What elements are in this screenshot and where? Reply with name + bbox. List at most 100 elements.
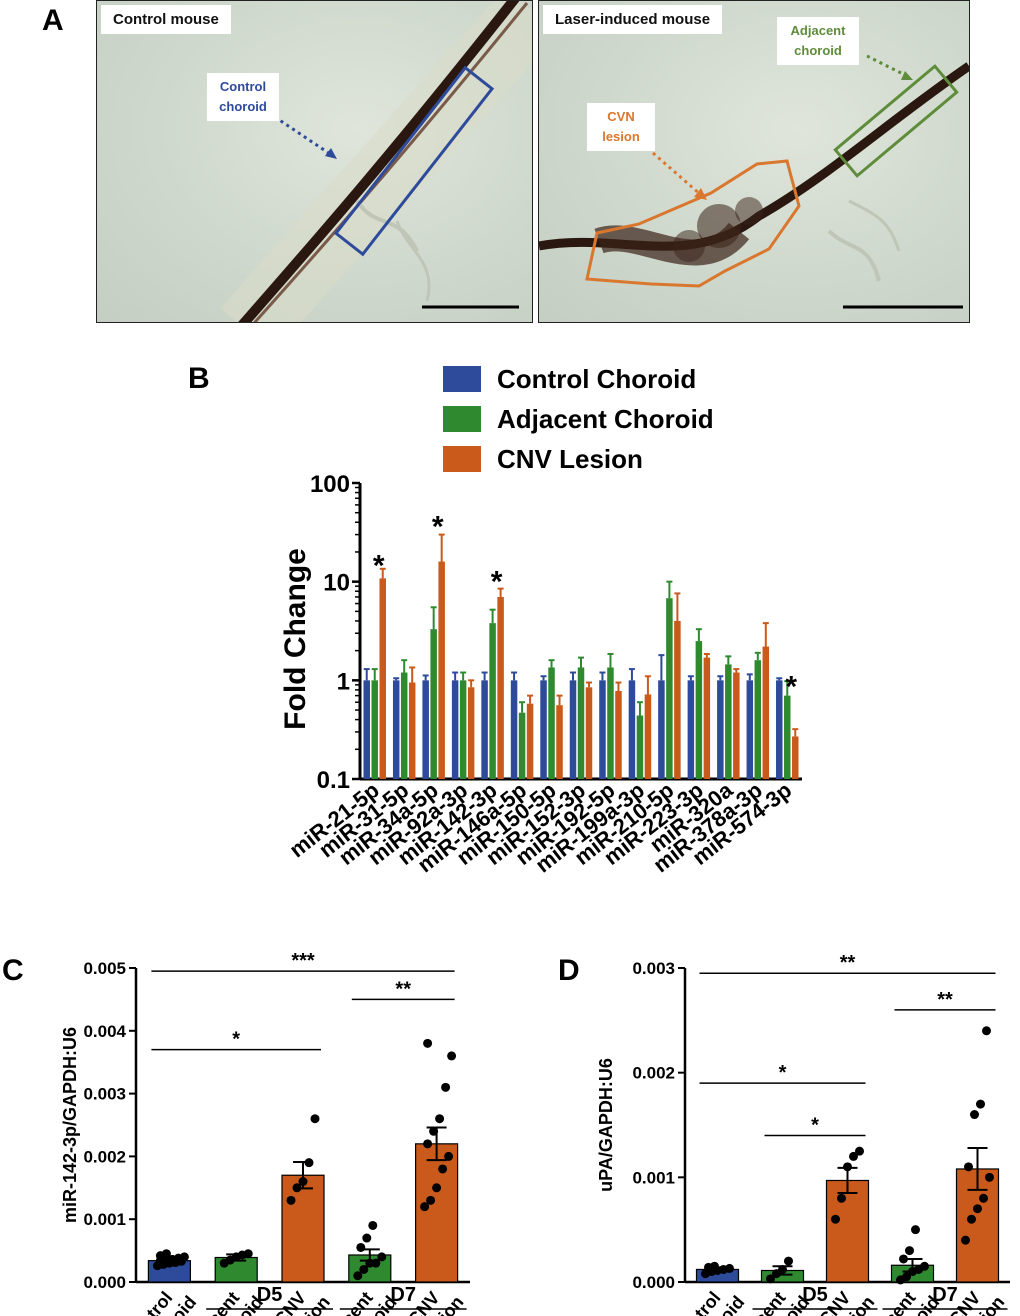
significance-star: * <box>779 1062 787 1084</box>
y-axis-title: uPA/GAPDH:U6 <box>596 1058 616 1192</box>
data-point <box>423 1038 433 1048</box>
data-point <box>982 1026 991 1036</box>
bar <box>379 578 386 779</box>
data-point <box>310 1114 320 1124</box>
data-point <box>979 1193 988 1203</box>
data-point <box>243 1249 253 1259</box>
data-point <box>298 1177 308 1187</box>
bar <box>784 695 791 779</box>
bar <box>792 736 799 779</box>
bar <box>607 667 614 779</box>
significance-star: * <box>232 1029 240 1051</box>
bar <box>636 715 644 779</box>
legend-swatch <box>443 406 481 432</box>
bar <box>281 1174 325 1283</box>
data-point <box>438 1164 448 1174</box>
laser-induced-micrograph: Laser-induced mouse Adjacent choroid CVN… <box>538 0 970 323</box>
bar <box>438 561 445 779</box>
y-tick-label: 0.004 <box>83 1022 126 1041</box>
data-point <box>420 1202 430 1212</box>
y-tick-label: 0.002 <box>632 1064 675 1083</box>
group-label: D5 <box>802 1284 828 1306</box>
laser-induced-label: Laser-induced mouse <box>543 5 723 34</box>
panel-letter-d: D <box>558 954 580 987</box>
data-point <box>967 1214 976 1224</box>
bar <box>415 1143 459 1283</box>
group-label: D7 <box>390 1284 416 1306</box>
adjacent-choroid-box <box>833 64 959 178</box>
y-tick-label: 0.001 <box>83 1210 126 1229</box>
bar <box>489 623 496 779</box>
data-point <box>304 1158 314 1168</box>
data-point <box>371 1258 381 1268</box>
data-point <box>976 1099 985 1109</box>
y-tick-label: 0.000 <box>83 1273 126 1292</box>
y-tick-label: 0.003 <box>83 1085 126 1104</box>
data-point <box>423 1139 433 1149</box>
control-mouse-label: Control mouse <box>101 5 231 34</box>
bar <box>754 660 762 779</box>
bar <box>363 680 370 779</box>
bar <box>703 657 711 779</box>
bar <box>459 680 467 779</box>
y-tick-label: 0.005 <box>83 959 126 978</box>
significance-star: * <box>811 1114 819 1136</box>
bar <box>392 680 400 779</box>
bar <box>733 672 740 779</box>
data-point <box>359 1264 369 1274</box>
mir142-expression-chart: 0.000 0.001 0.002 0.003 0.004 0.005 miR-142-3p… <box>60 950 470 1316</box>
cvn-lesion-callout: CVN lesion <box>587 103 655 151</box>
fold-change-chart: Control Choroid Adjacent Choroid CNV Lesio… <box>279 364 802 877</box>
y-tick-label: 0.000 <box>632 1273 675 1292</box>
bar <box>481 680 488 779</box>
data-point <box>970 1110 979 1120</box>
bar <box>556 705 563 779</box>
data-point <box>831 1214 840 1224</box>
significance-star: * <box>432 510 444 543</box>
callout-line-1: CVN <box>607 109 635 124</box>
bar <box>666 598 673 779</box>
bar <box>400 672 408 779</box>
bar <box>518 712 526 779</box>
significance-star: *** <box>291 950 315 972</box>
bar <box>422 680 429 779</box>
y-tick-label: 10 <box>323 570 350 597</box>
significance-star: * <box>491 566 503 599</box>
bar <box>569 680 577 779</box>
data-point <box>356 1242 366 1252</box>
laser-lesion-tissue <box>539 54 969 309</box>
group-label: D5 <box>257 1284 283 1306</box>
callout-line-2: lesion <box>602 129 640 144</box>
data-point <box>902 1272 911 1282</box>
data-point <box>905 1246 914 1256</box>
data-point <box>725 1263 734 1273</box>
bar <box>717 680 724 779</box>
data-point <box>377 1252 387 1262</box>
y-tick-label: 1 <box>337 668 350 695</box>
callout-line-1: Adjacent <box>790 23 846 38</box>
upa-expression-chart: 0.000 0.001 0.002 0.003 uPA/GAPDH:U6 ControlC… <box>596 952 1010 1316</box>
bar <box>695 641 703 779</box>
data-point <box>961 1235 970 1245</box>
bar <box>451 680 459 779</box>
data-point <box>843 1162 852 1172</box>
panel-letter-c: C <box>2 954 24 987</box>
data-point <box>286 1195 296 1205</box>
data-point <box>179 1252 189 1262</box>
data-point <box>710 1261 719 1271</box>
bar <box>371 680 378 779</box>
data-point <box>911 1225 920 1235</box>
bar <box>577 667 585 779</box>
bar <box>762 646 770 779</box>
data-point <box>292 1183 302 1193</box>
bar <box>526 703 534 779</box>
cnv-lesion-outline <box>585 159 801 288</box>
y-tick-label: 100 <box>310 471 350 498</box>
bar <box>599 680 606 779</box>
significance-star: * <box>373 550 385 583</box>
bar <box>776 680 783 779</box>
bar <box>658 680 665 779</box>
data-point <box>444 1151 454 1161</box>
bar <box>548 667 555 779</box>
callout-line-2: choroid <box>794 43 842 58</box>
